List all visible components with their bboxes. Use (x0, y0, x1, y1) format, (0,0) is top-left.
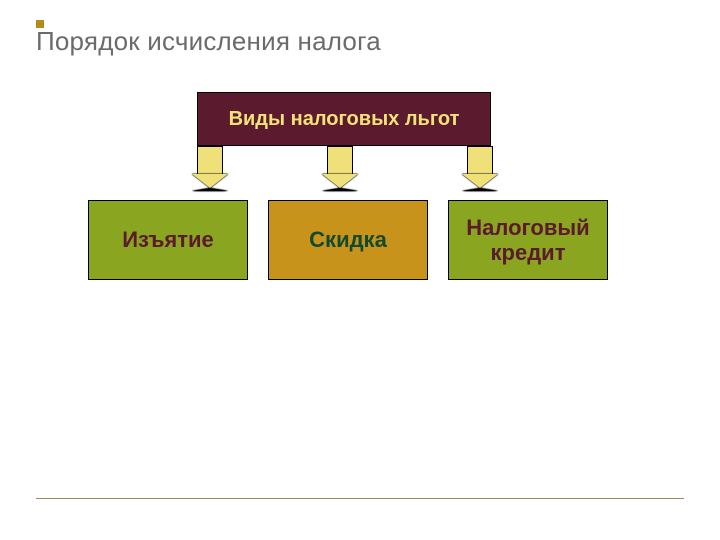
root-node-label: Виды налоговых льгот (229, 108, 460, 131)
child-node-label: Изъятие (122, 227, 214, 252)
bottom-divider (36, 498, 684, 499)
child-node-label: Скидка (309, 227, 387, 252)
child-node-disc: Скидка (268, 200, 428, 280)
child-node-label: Налоговый кредит (455, 215, 601, 266)
root-node: Виды налоговых льгот (197, 92, 491, 146)
slide-title: Порядок исчисления налога (36, 26, 381, 57)
child-node-credit: Налоговый кредит (448, 200, 608, 280)
child-node-ext: Изъятие (88, 200, 248, 280)
slide: { "title": { "text": "Порядок исчисления… (0, 0, 720, 540)
